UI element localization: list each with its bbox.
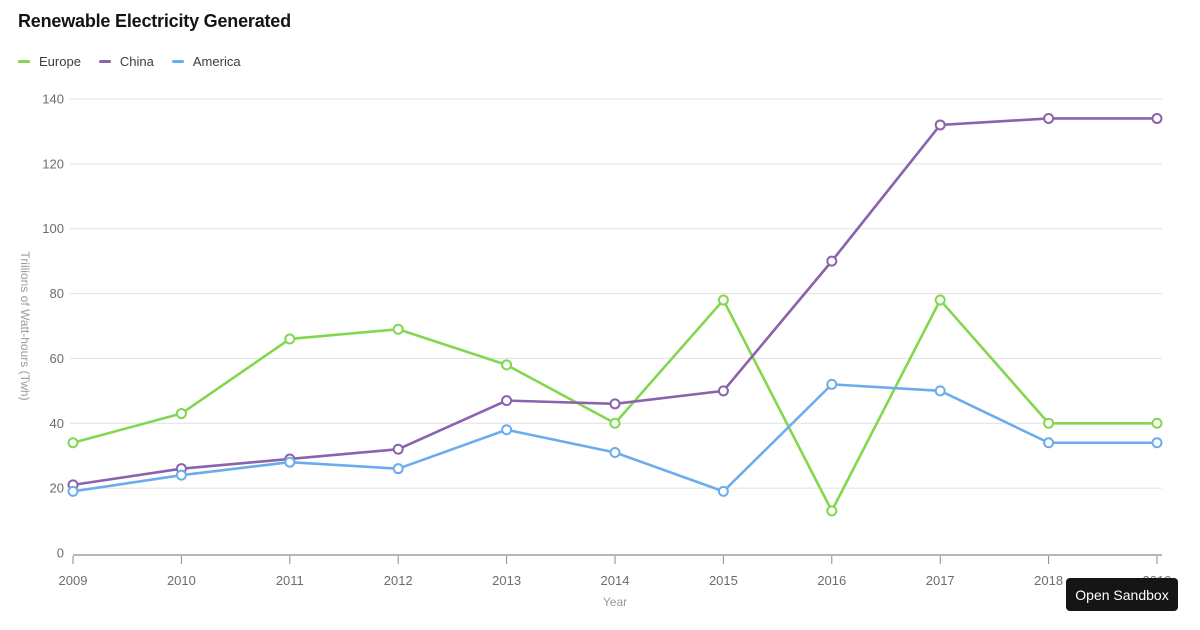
y-tick-label: 140	[42, 92, 64, 107]
data-point-europe-2011[interactable]	[284, 333, 296, 345]
y-axis-title: Trillions of Watt-hours (Twh)	[18, 251, 32, 401]
y-tick-label: 100	[42, 221, 64, 236]
x-tick-label: 2014	[601, 573, 630, 588]
data-point-america-2011[interactable]	[284, 456, 296, 468]
data-point-china-2012[interactable]	[392, 443, 404, 455]
legend-item-china[interactable]: China	[98, 54, 154, 69]
data-point-europe-2019[interactable]	[1151, 417, 1163, 429]
data-point-america-2018[interactable]	[1043, 437, 1055, 449]
series-line-china	[71, 117, 1159, 487]
y-tick-label: 40	[50, 416, 64, 431]
x-tick-label: 2011	[276, 573, 304, 588]
data-point-europe-2009[interactable]	[67, 437, 79, 449]
data-point-china-2014[interactable]	[609, 398, 621, 410]
y-tick-label: 60	[50, 351, 64, 366]
data-point-europe-2014[interactable]	[609, 417, 621, 429]
data-point-europe-2010[interactable]	[175, 408, 187, 420]
x-tick-label: 2018	[1034, 573, 1063, 588]
legend-label-america: America	[192, 54, 241, 69]
legend-label-china: China	[119, 54, 154, 69]
data-point-china-2018[interactable]	[1043, 112, 1055, 124]
data-point-america-2019[interactable]	[1151, 437, 1163, 449]
x-axis-title: Year	[602, 595, 628, 609]
x-tick-label: 2009	[59, 573, 88, 588]
x-tick-label: 2015	[709, 573, 738, 588]
y-tick-label: 120	[42, 156, 64, 171]
legend-item-europe[interactable]: Europe	[18, 54, 81, 69]
data-point-europe-2016[interactable]	[826, 505, 838, 517]
data-point-europe-2018[interactable]	[1043, 417, 1055, 429]
data-point-europe-2012[interactable]	[392, 323, 404, 335]
data-point-america-2015[interactable]	[717, 485, 729, 497]
data-point-china-2015[interactable]	[717, 385, 729, 397]
x-tick-label: 2013	[492, 573, 521, 588]
y-tick-label: 80	[50, 286, 64, 301]
data-point-america-2017[interactable]	[934, 385, 946, 397]
x-tick-label: 2012	[384, 573, 413, 588]
data-point-america-2012[interactable]	[392, 463, 404, 475]
data-point-america-2014[interactable]	[609, 446, 621, 458]
x-tick-label: 2016	[817, 573, 846, 588]
legend-swatch-europe	[18, 60, 30, 63]
open-sandbox-button[interactable]: Open Sandbox	[1066, 578, 1178, 611]
data-point-europe-2015[interactable]	[717, 294, 729, 306]
data-point-america-2016[interactable]	[826, 378, 838, 390]
data-point-america-2013[interactable]	[501, 424, 513, 436]
x-tick-label: 2010	[167, 573, 196, 588]
legend: Europe China America	[18, 54, 259, 69]
x-tick-label: 2017	[926, 573, 955, 588]
legend-label-europe: Europe	[39, 54, 81, 69]
y-tick-label: 0	[57, 546, 64, 561]
data-point-china-2017[interactable]	[934, 119, 946, 131]
legend-item-america[interactable]: America	[171, 54, 241, 69]
data-point-europe-2017[interactable]	[934, 294, 946, 306]
data-point-china-2016[interactable]	[826, 255, 838, 267]
y-tick-label: 20	[50, 481, 64, 496]
data-point-america-2009[interactable]	[67, 485, 79, 497]
legend-swatch-china	[98, 60, 111, 63]
data-point-china-2019[interactable]	[1151, 112, 1163, 124]
legend-swatch-america	[171, 60, 184, 63]
data-point-china-2013[interactable]	[501, 395, 513, 407]
chart-title: Renewable Electricity Generated	[18, 11, 291, 31]
data-point-europe-2013[interactable]	[501, 359, 513, 371]
data-point-america-2010[interactable]	[175, 469, 187, 481]
